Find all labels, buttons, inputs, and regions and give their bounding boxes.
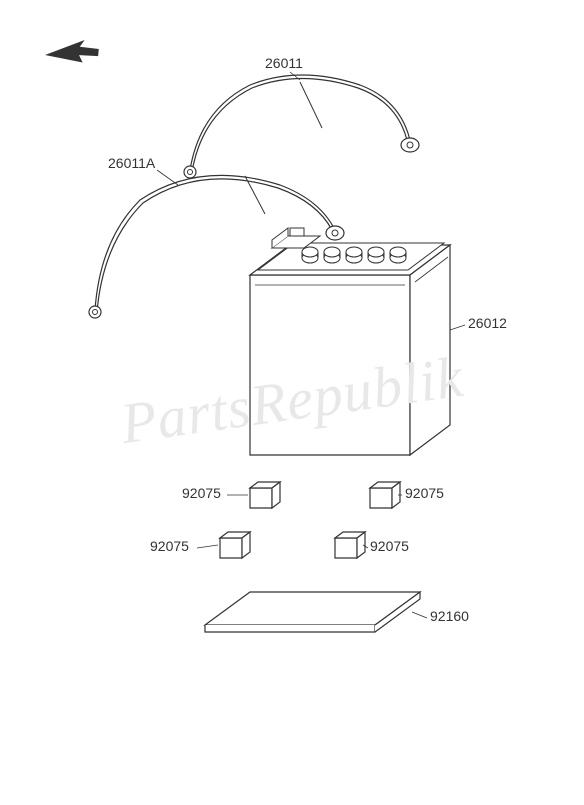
label-92075-4: 92075 [370, 538, 409, 554]
label-92160: 92160 [430, 608, 469, 624]
damper-1 [250, 482, 280, 508]
direction-arrow [45, 26, 102, 82]
diagram-svg [0, 0, 584, 800]
battery [250, 228, 450, 455]
label-92075-3: 92075 [150, 538, 189, 554]
label-92075-1: 92075 [182, 485, 221, 501]
label-92075-2: 92075 [405, 485, 444, 501]
pad [205, 592, 420, 632]
wire-26011 [184, 75, 419, 178]
damper-2 [370, 482, 400, 508]
label-26012: 26012 [468, 315, 507, 331]
label-26011a: 26011A [108, 155, 155, 171]
parts-diagram: PartsRepublik 26011 26011A 26012 92075 9… [0, 0, 584, 800]
damper-3 [220, 532, 250, 558]
label-26011: 26011 [265, 55, 303, 71]
damper-4 [335, 532, 365, 558]
